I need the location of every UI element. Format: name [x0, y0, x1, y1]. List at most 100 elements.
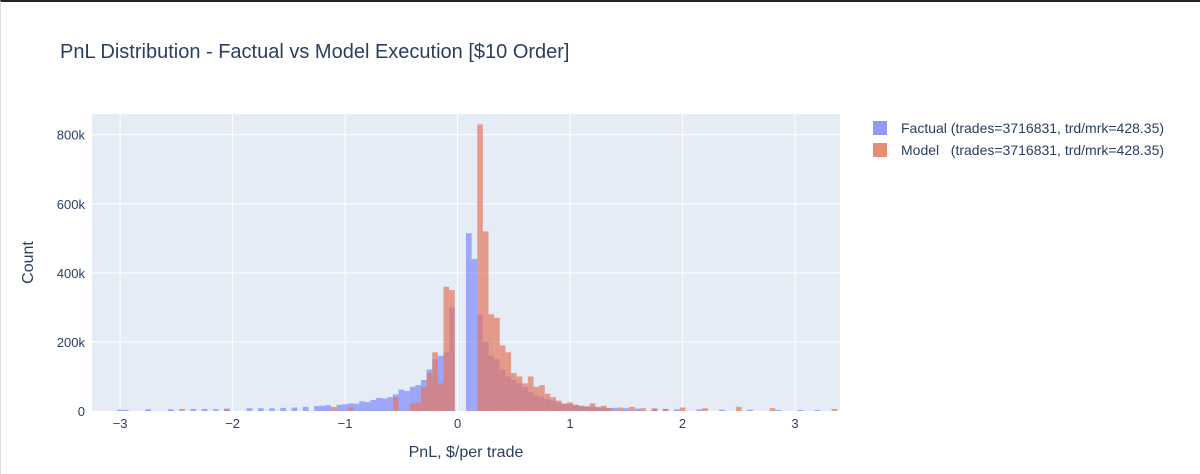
factual-bar — [167, 409, 174, 411]
factual-bar — [437, 355, 444, 411]
x-axis-title: PnL, $/per trade — [409, 444, 524, 461]
factual-bar — [257, 408, 264, 411]
factual-bar — [291, 407, 298, 411]
factual-bar — [747, 409, 753, 411]
model-bar — [224, 409, 230, 411]
x-axis: −3 −2 −1 0 1 2 3 — [113, 416, 799, 431]
factual-bar — [398, 389, 405, 411]
y-tick-label: 600k — [57, 197, 86, 212]
factual-bar — [145, 409, 152, 411]
factual-bar — [201, 408, 208, 411]
model-bar — [347, 407, 354, 411]
model-bar — [578, 405, 585, 411]
model-bar — [544, 393, 551, 411]
model-bar — [539, 385, 545, 411]
model-bar — [499, 345, 506, 411]
factual-bar — [212, 409, 219, 411]
model-bar — [662, 408, 669, 411]
factual-bar — [696, 409, 703, 411]
chart-title: PnL Distribution - Factual vs Model Exec… — [60, 41, 570, 63]
factual-bar — [409, 386, 416, 411]
y-tick-label: 200k — [57, 335, 86, 350]
factual-bar — [814, 409, 821, 411]
model-bar — [437, 383, 444, 411]
factual-bar — [190, 408, 197, 411]
factual-bar — [246, 408, 253, 411]
y-tick-label: 400k — [57, 266, 86, 281]
factual-bar — [381, 398, 388, 411]
factual-bar — [314, 406, 320, 411]
model-bar — [606, 408, 613, 411]
factual-bar — [359, 401, 365, 411]
model-bar — [522, 383, 528, 411]
factual-bar — [674, 409, 680, 411]
factual-bar — [353, 403, 360, 411]
model-bar — [679, 407, 686, 411]
factual-bar — [117, 409, 123, 411]
legend-label: Model (trades=3716831, trd/mrk=428.35) — [901, 142, 1164, 158]
model-bar — [533, 386, 540, 411]
factual-bar — [797, 409, 804, 411]
model-bar — [561, 404, 568, 411]
legend: Factual (trades=3716831, trd/mrk=428.35)… — [873, 120, 1164, 158]
x-tick-label: −2 — [225, 416, 240, 431]
legend-swatch — [873, 143, 887, 157]
y-tick-label: 800k — [57, 128, 86, 143]
y-tick-label: 0 — [78, 404, 85, 419]
model-bar — [179, 408, 185, 411]
factual-bar — [347, 403, 354, 411]
model-bar — [589, 403, 596, 411]
factual-bar — [336, 404, 343, 411]
model-bar — [477, 124, 483, 411]
factual-bar — [612, 407, 618, 411]
y-axis-title: Count — [20, 241, 37, 284]
model-bar — [421, 386, 427, 411]
model-bar — [432, 352, 438, 411]
model-bar — [409, 403, 416, 411]
model-bar — [600, 405, 607, 411]
model-bar — [505, 352, 511, 411]
model-bar — [550, 397, 556, 411]
model-bar — [527, 376, 534, 411]
legend-label: Factual (trades=3716831, trd/mrk=428.35) — [901, 120, 1164, 136]
factual-bar — [775, 409, 781, 411]
model-bar — [494, 317, 500, 411]
bars — [117, 124, 838, 411]
model-bar — [482, 231, 489, 411]
model-bar — [640, 408, 646, 411]
factual-bar — [325, 405, 332, 411]
factual-bar — [719, 409, 725, 411]
model-bar — [567, 402, 573, 411]
model-bar — [584, 406, 590, 411]
model-bar — [555, 400, 562, 411]
factual-bar — [319, 405, 326, 411]
factual-bar — [269, 408, 275, 411]
model-bar — [629, 406, 635, 411]
x-tick-label: 3 — [791, 416, 798, 431]
model-bar — [702, 408, 708, 411]
model-bar — [595, 407, 601, 411]
model-bar — [443, 286, 450, 411]
y-axis: 0 200k 400k 600k 800k — [57, 128, 86, 419]
model-bar — [617, 407, 624, 411]
factual-bar — [302, 406, 309, 411]
model-bar — [831, 408, 838, 411]
factual-bar — [342, 404, 348, 411]
model-bar — [426, 373, 433, 411]
x-tick-label: −3 — [113, 416, 128, 431]
x-tick-label: 2 — [679, 416, 686, 431]
factual-bar — [280, 407, 287, 411]
model-bar — [488, 314, 495, 411]
factual-bar — [364, 402, 371, 411]
x-tick-label: 0 — [454, 416, 461, 431]
x-tick-label: −1 — [338, 416, 353, 431]
model-bar — [449, 290, 455, 411]
model-bar — [651, 408, 658, 411]
factual-bar — [370, 399, 377, 411]
factual-bar — [387, 397, 393, 411]
model-bar — [516, 376, 523, 411]
legend-swatch — [873, 121, 887, 135]
x-tick-label: 1 — [566, 416, 573, 431]
